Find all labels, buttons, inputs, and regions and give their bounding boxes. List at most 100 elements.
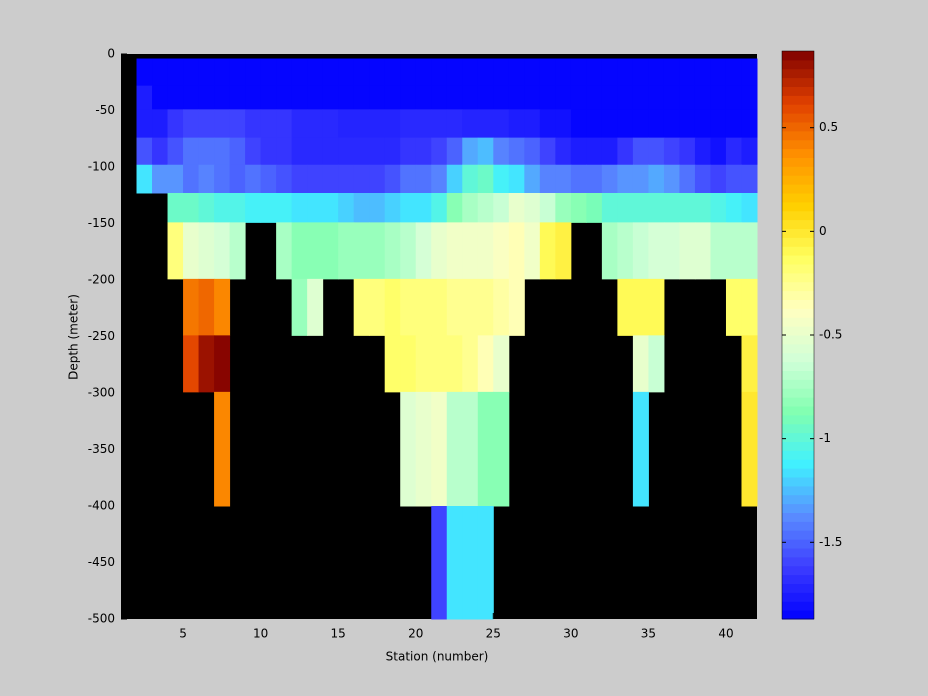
colorbar-swatch bbox=[782, 388, 814, 398]
colorbar-swatch bbox=[782, 193, 814, 203]
x-tick-label: 5 bbox=[179, 627, 187, 641]
heatmap-cell bbox=[586, 164, 603, 194]
heatmap-cell bbox=[400, 192, 417, 223]
heatmap-cell bbox=[307, 192, 324, 223]
heatmap-cell bbox=[214, 109, 231, 139]
heatmap-cell bbox=[539, 192, 556, 223]
colorbar-swatch bbox=[782, 485, 814, 496]
heatmap-cell bbox=[291, 58, 308, 87]
heatmap-cell bbox=[307, 58, 324, 87]
heatmap-cell bbox=[741, 222, 758, 280]
colorbar-swatch bbox=[782, 139, 814, 150]
heatmap-cell bbox=[524, 137, 541, 166]
heatmap-cell bbox=[508, 222, 525, 280]
heatmap-cell bbox=[741, 391, 758, 507]
heatmap-cell bbox=[229, 85, 246, 110]
heatmap-cell bbox=[183, 278, 200, 336]
y-tick-label: -400 bbox=[88, 499, 115, 513]
heatmap-cell bbox=[617, 137, 634, 166]
colorbar-swatch bbox=[782, 95, 814, 105]
heatmap-cell bbox=[725, 58, 742, 87]
heatmap-cell bbox=[260, 137, 277, 166]
heatmap-cell bbox=[446, 85, 463, 110]
heatmap-cell bbox=[400, 137, 417, 166]
heatmap-cell bbox=[214, 278, 231, 336]
y-tick-label: -100 bbox=[88, 160, 115, 174]
heatmap-cell bbox=[415, 109, 432, 139]
heatmap-cell bbox=[493, 137, 510, 166]
heatmap-cell bbox=[679, 137, 696, 166]
heatmap-cell bbox=[632, 391, 649, 507]
heatmap-cell bbox=[555, 109, 572, 139]
colorbar-swatch bbox=[782, 219, 814, 229]
heatmap-cell bbox=[508, 58, 525, 87]
heatmap-cell bbox=[570, 85, 587, 110]
heatmap-cell bbox=[415, 391, 432, 507]
heatmap-cell bbox=[245, 85, 262, 110]
heatmap-cell bbox=[710, 137, 727, 166]
colorbar-tick-label: 0.5 bbox=[819, 120, 838, 134]
colorbar-swatch bbox=[782, 521, 814, 531]
heatmap-cell bbox=[524, 109, 541, 139]
heatmap-cell bbox=[384, 85, 401, 110]
heatmap-cell bbox=[493, 109, 510, 139]
heatmap-cell bbox=[446, 58, 463, 87]
heatmap-cell bbox=[276, 222, 293, 280]
colorbar-swatch bbox=[782, 201, 814, 212]
colorbar-swatch bbox=[782, 432, 814, 442]
colorbar-swatch bbox=[782, 86, 814, 96]
heatmap-cell bbox=[617, 278, 634, 336]
colorbar-swatch bbox=[782, 601, 814, 611]
heatmap-cell bbox=[229, 164, 246, 194]
heatmap-cell bbox=[384, 137, 401, 166]
heatmap-cell bbox=[369, 222, 386, 280]
heatmap-cell bbox=[694, 137, 711, 166]
colorbar-swatch bbox=[782, 468, 814, 478]
heatmap-cell bbox=[400, 222, 417, 280]
heatmap-cell bbox=[198, 137, 215, 166]
heatmap-cell bbox=[291, 109, 308, 139]
heatmap-cell bbox=[446, 109, 463, 139]
colorbar-swatch bbox=[782, 494, 814, 505]
heatmap-cell bbox=[679, 192, 696, 223]
heatmap-cell bbox=[555, 137, 572, 166]
heatmap-cell bbox=[446, 391, 463, 507]
heatmap-cell bbox=[632, 222, 649, 280]
heatmap-cell bbox=[214, 222, 231, 280]
heatmap-cell bbox=[508, 137, 525, 166]
heatmap-cell bbox=[384, 58, 401, 87]
heatmap-cell bbox=[694, 109, 711, 139]
heatmap-cell bbox=[291, 192, 308, 223]
heatmap-cell bbox=[276, 137, 293, 166]
colorbar-swatch bbox=[782, 361, 814, 371]
heatmap-cell bbox=[260, 85, 277, 110]
colorbar-swatch bbox=[782, 414, 814, 425]
heatmap-cell bbox=[353, 85, 370, 110]
heatmap-cell bbox=[198, 164, 215, 194]
heatmap-cell bbox=[648, 85, 665, 110]
heatmap-cell bbox=[136, 137, 153, 166]
heatmap-cell bbox=[431, 278, 448, 336]
heatmap-cell bbox=[648, 164, 665, 194]
heatmap-cell bbox=[415, 192, 432, 223]
heatmap-cell bbox=[167, 85, 184, 110]
colorbar-swatch bbox=[782, 343, 814, 354]
heatmap-cell bbox=[183, 164, 200, 194]
colorbar-tick-label: 0 bbox=[819, 224, 827, 238]
heatmap-cell bbox=[446, 506, 463, 620]
heatmap-cell bbox=[415, 222, 432, 280]
heatmap-cell bbox=[710, 222, 727, 280]
heatmap-cell bbox=[400, 278, 417, 336]
heatmap-cell bbox=[477, 192, 494, 223]
heatmap-cell bbox=[322, 164, 339, 194]
heatmap-cell bbox=[617, 58, 634, 87]
heatmap-cell bbox=[586, 137, 603, 166]
heatmap-cell bbox=[152, 58, 169, 87]
colorbar-swatch bbox=[782, 210, 814, 221]
heatmap-cell bbox=[369, 85, 386, 110]
colorbar-swatch bbox=[782, 157, 814, 167]
colorbar-swatch bbox=[782, 68, 814, 79]
heatmap-cell bbox=[570, 137, 587, 166]
heatmap-cell bbox=[322, 109, 339, 139]
heatmap-cell bbox=[570, 164, 587, 194]
